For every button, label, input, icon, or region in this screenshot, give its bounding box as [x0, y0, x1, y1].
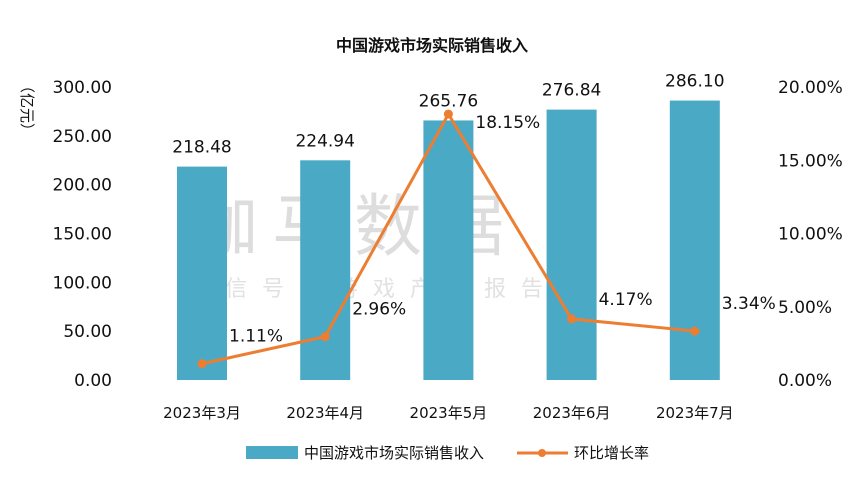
y-tick-label: 150.00 — [53, 225, 112, 245]
bar-value-label: 276.84 — [542, 81, 601, 101]
y-tick-label: 200.00 — [53, 176, 112, 196]
y-tick-label: 100.00 — [53, 273, 112, 293]
legend-label-bar: 中国游戏市场实际销售收入 — [304, 444, 484, 462]
y-tick-label: 250.00 — [53, 127, 112, 147]
y2-tick-label: 0.00% — [778, 371, 832, 391]
watermark-sub: 微信号：游戏产业报告 — [188, 277, 558, 302]
growth-rate-point — [197, 359, 207, 369]
bar-value-label: 265.76 — [419, 91, 478, 111]
bar — [669, 100, 720, 380]
bar — [546, 109, 597, 380]
growth-rate-label: 18.15% — [475, 113, 540, 133]
y2-tick-label: 10.00% — [778, 225, 843, 245]
bar-value-label: 224.94 — [295, 131, 354, 151]
growth-rate-point — [443, 109, 453, 119]
y-axis-label: （亿元） — [18, 78, 36, 138]
legend-swatch-marker — [538, 449, 546, 457]
y-tick-label: 0.00 — [74, 371, 112, 391]
growth-rate-point — [567, 314, 577, 324]
x-tick-label: 2023年6月 — [533, 404, 611, 422]
growth-rate-label: 4.17% — [599, 290, 653, 310]
y-tick-label: 50.00 — [63, 322, 112, 342]
bar — [300, 160, 351, 380]
growth-rate-label: 2.96% — [352, 300, 406, 320]
chart-title: 中国游戏市场实际销售收入 — [336, 36, 528, 55]
growth-rate-point — [690, 326, 700, 336]
x-tick-label: 2023年3月 — [163, 404, 241, 422]
x-tick-label: 2023年5月 — [410, 404, 488, 422]
growth-rate-label: 3.34% — [722, 294, 776, 314]
y2-tick-label: 20.00% — [778, 78, 843, 98]
legend-label-line: 环比增长率 — [574, 444, 649, 462]
bar — [177, 166, 227, 380]
growth-rate-label: 1.11% — [229, 327, 283, 347]
bar-value-label: 286.10 — [665, 72, 724, 92]
x-tick-label: 2023年7月 — [656, 404, 734, 422]
legend-swatch-bar — [246, 446, 298, 459]
bar — [423, 120, 474, 380]
growth-rate-point — [320, 332, 330, 342]
x-tick-label: 2023年4月 — [286, 404, 364, 422]
y-tick-label: 300.00 — [53, 78, 112, 98]
legend: 中国游戏市场实际销售收入 环比增长率 — [246, 444, 649, 462]
y2-tick-label: 15.00% — [778, 151, 843, 171]
bar-value-label: 218.48 — [172, 138, 231, 158]
y2-tick-label: 5.00% — [778, 298, 832, 318]
